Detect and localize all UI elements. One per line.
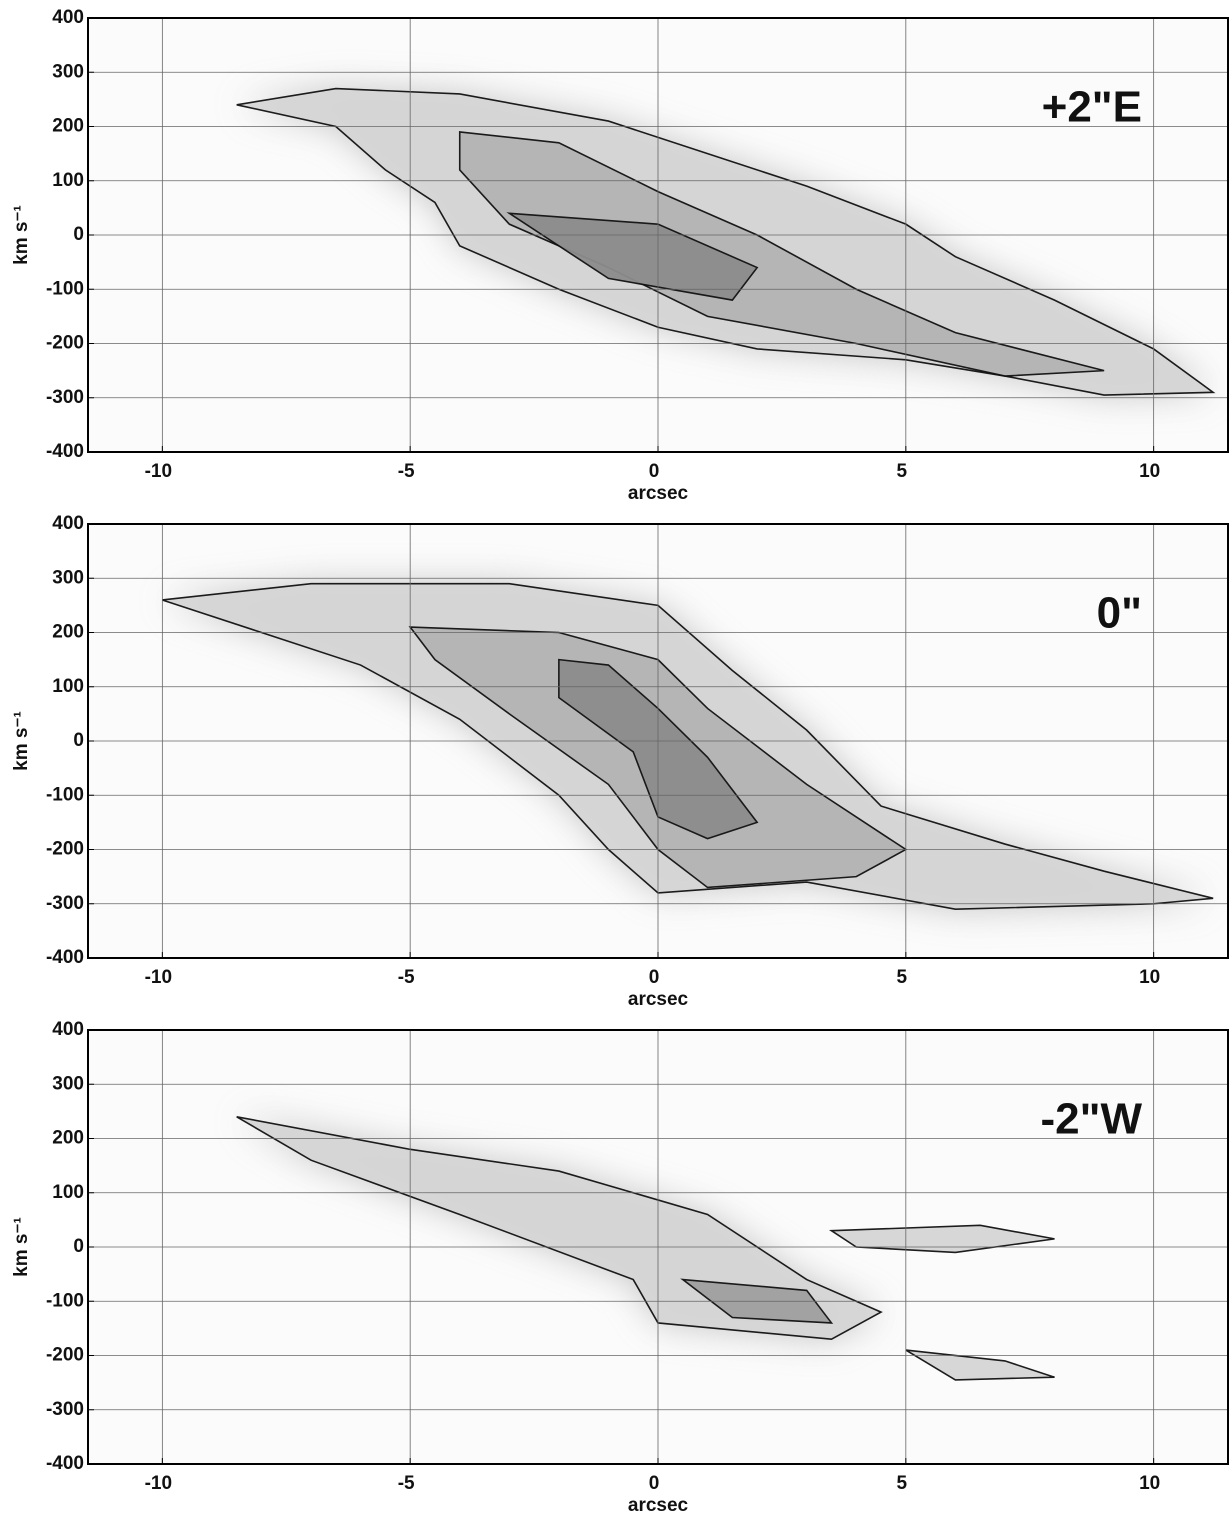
x-tick-label: 5 [897,967,908,988]
panel: -10 -5 0 5 10 -400 -300 -200 -100 0 100 200 300 400 ar… [11,1019,1229,1516]
y-tick-label: 0 [73,730,84,751]
x-axis-label: arcsec [628,483,689,504]
y-tick-label: -200 [46,333,84,354]
y-tick-label: 300 [52,1073,84,1094]
x-tick-label: -5 [398,967,415,988]
x-tick-label: 10 [1139,1473,1160,1494]
x-axis-label: arcsec [628,1495,689,1516]
x-tick-label: 0 [649,967,660,988]
panel: -10 -5 0 5 10 -400 -300 -200 -100 0 100 200 300 400 ar… [11,513,1229,1010]
y-tick-label: 200 [52,622,84,643]
y-tick-label: 0 [73,1236,84,1257]
y-tick-label: -400 [46,441,84,462]
y-tick-label: -300 [46,1399,84,1420]
y-tick-label: 100 [52,1182,84,1203]
contour [458,131,1105,377]
y-tick-label: -400 [46,947,84,968]
y-tick-label: -300 [46,387,84,408]
y-axis-label: km s⁻¹ [11,1217,32,1277]
x-tick-label: 5 [897,461,908,482]
y-tick-label: 0 [73,224,84,245]
y-tick-label: 100 [52,170,84,191]
y-tick-label: -100 [46,1290,84,1311]
x-tick-label: 10 [1139,461,1160,482]
x-tick-label: 10 [1139,967,1160,988]
y-tick-label: -400 [46,1453,84,1474]
y-tick-label: -300 [46,893,84,914]
y-tick-label: 300 [52,61,84,82]
y-tick-label: -200 [46,1345,84,1366]
x-tick-label: 5 [897,1473,908,1494]
plot-frame [87,523,1229,959]
annotation: +2"E [1042,83,1142,132]
y-tick-label: 400 [52,513,84,534]
y-tick-label: 400 [52,7,84,28]
x-tick-label: -10 [145,461,172,482]
x-tick-label: -5 [398,461,415,482]
x-tick-label: -5 [398,1473,415,1494]
x-tick-label: -10 [145,967,172,988]
y-tick-label: 200 [52,1128,84,1149]
panel: -10 -5 0 5 10 -400 -300 -200 -100 0 100 200 300 400 ar… [11,7,1229,504]
y-tick-label: 400 [52,1019,84,1040]
annotation: -2"W [1040,1095,1142,1144]
y-tick-label: -100 [46,784,84,805]
x-tick-label: 0 [649,461,660,482]
plot-frame [87,17,1229,453]
y-tick-label: 200 [52,116,84,137]
x-tick-label: -10 [145,1473,172,1494]
plot-frame [87,1029,1229,1465]
contour [828,1224,1055,1254]
contour [905,1349,1055,1381]
y-tick-label: -100 [46,278,84,299]
y-tick-label: 300 [52,567,84,588]
y-axis-label: km s⁻¹ [11,205,32,265]
x-axis-label: arcsec [628,989,689,1010]
y-tick-label: -200 [46,839,84,860]
annotation: 0" [1097,589,1142,638]
x-tick-label: 0 [649,1473,660,1494]
y-axis-label: km s⁻¹ [11,711,32,771]
y-tick-label: 100 [52,676,84,697]
